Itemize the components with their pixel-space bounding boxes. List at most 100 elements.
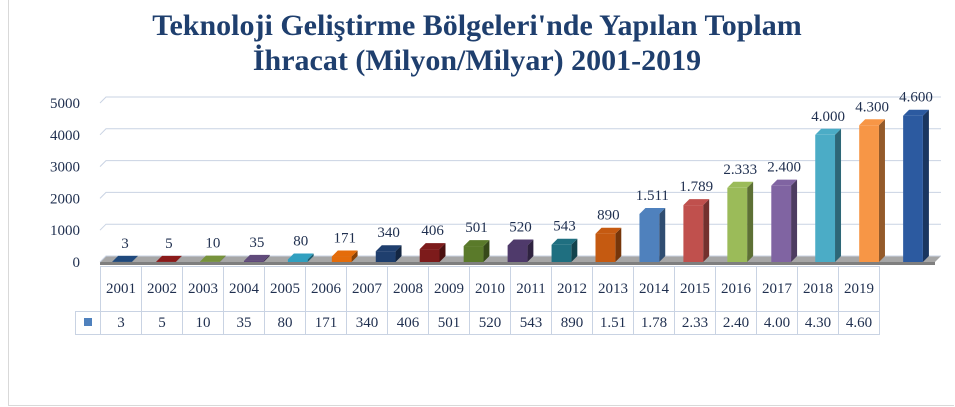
table-value: 2.40 [715, 311, 757, 335]
table-value: 171 [305, 311, 347, 335]
y-tick-label: 4000 [50, 128, 80, 144]
bar-top [199, 255, 226, 262]
table-value: 520 [469, 311, 511, 335]
legend-key-cell [75, 311, 101, 335]
bar [639, 213, 660, 262]
bar-side [219, 255, 226, 262]
bar [243, 260, 264, 262]
data-label: 35 [249, 235, 264, 251]
x-tick-label: 2001 [100, 266, 142, 312]
bar [903, 115, 923, 262]
bar [375, 251, 396, 262]
bar-top [683, 199, 710, 206]
floor-front [100, 262, 935, 265]
data-label: 520 [509, 219, 532, 235]
y-tick-label: 2000 [50, 191, 80, 207]
data-label: 890 [597, 208, 620, 224]
bar-side [131, 255, 138, 262]
bar-side [922, 109, 929, 262]
table-value: 2.33 [674, 311, 716, 335]
bar-top [463, 240, 490, 247]
bar-side [615, 227, 622, 262]
bar-side [307, 253, 314, 262]
x-tick-label: 2009 [428, 266, 470, 312]
bar-top [595, 227, 622, 234]
x-tick-label: 2006 [305, 266, 347, 312]
bar-top [243, 254, 270, 261]
data-label: 2.333 [723, 162, 757, 178]
x-tick-label: 2018 [797, 266, 839, 312]
bar [815, 134, 836, 262]
bar-side [439, 243, 446, 262]
table-value: 3 [100, 311, 142, 335]
x-tick-label: 2007 [346, 266, 388, 312]
bar-side [351, 250, 358, 262]
data-label: 5 [165, 236, 173, 252]
table-value: 406 [387, 311, 429, 335]
bar [463, 246, 484, 262]
bar-top [331, 250, 358, 257]
bar-side [527, 239, 534, 262]
bar-top [771, 179, 798, 186]
x-tick-label: 2014 [633, 266, 675, 312]
bar-top [156, 255, 182, 262]
data-label: 340 [377, 225, 400, 241]
bar-side [395, 245, 402, 262]
y-tick-label: 5000 [50, 96, 80, 112]
data-label: 10 [205, 236, 220, 252]
category-row: 2001 2002 2003 2004 2005 2006 2007 2008 2009 2010… [75, 266, 880, 312]
bar-side [791, 179, 798, 262]
table-value: 340 [346, 311, 388, 335]
table-value: 1.51 [592, 311, 634, 335]
legend-key [84, 317, 92, 326]
data-label: 3 [121, 236, 129, 252]
bar-top [727, 181, 754, 188]
bar-side [175, 255, 182, 262]
data-label: 1.511 [636, 188, 669, 204]
x-tick-label: 2011 [510, 266, 552, 312]
bar [551, 244, 572, 262]
data-table: 2001 2002 2003 2004 2005 2006 2007 2008 2009 2010… [75, 266, 880, 335]
chart-title: Teknoloji Geliştirme Bölgeleri'nde Yapıl… [152, 9, 802, 77]
x-tick-label: 2004 [223, 266, 265, 312]
bar-top [903, 109, 929, 116]
x-tick-label: 2012 [551, 266, 593, 312]
table-value: 890 [551, 311, 593, 335]
bar-side [747, 181, 754, 262]
bar [287, 259, 308, 262]
table-value: 501 [428, 311, 470, 335]
bar-side [571, 238, 578, 262]
bar-top [375, 245, 402, 252]
x-tick-label: 2017 [756, 266, 798, 312]
data-label: 171 [333, 231, 356, 247]
table-value: 35 [223, 311, 265, 335]
grid-line [99, 160, 941, 167]
bar [771, 185, 792, 262]
bar-top [287, 253, 314, 260]
table-value: 1.78 [633, 311, 675, 335]
data-label: 4.300 [855, 99, 889, 115]
bar-top [551, 238, 578, 245]
bar-side [703, 199, 710, 262]
corner [75, 266, 101, 312]
bar [419, 249, 440, 262]
bar-top [859, 119, 885, 126]
data-label: 4.000 [811, 109, 845, 125]
data-label: 406 [421, 223, 444, 239]
x-tick-label: 2019 [838, 266, 880, 312]
data-label: 1.789 [679, 179, 713, 195]
bar-side [263, 254, 270, 262]
data-label: 4.600 [899, 90, 933, 106]
grid-line [99, 128, 941, 136]
bar [683, 205, 704, 262]
frame [8, 0, 954, 406]
table-value: 543 [510, 311, 552, 335]
bar-side [878, 119, 885, 262]
bar-top [419, 243, 446, 250]
bar-top [815, 128, 842, 135]
x-tick-label: 2008 [387, 266, 429, 312]
data-label: 543 [553, 219, 576, 235]
bar-side [659, 207, 666, 262]
x-tick-label: 2005 [264, 266, 306, 312]
